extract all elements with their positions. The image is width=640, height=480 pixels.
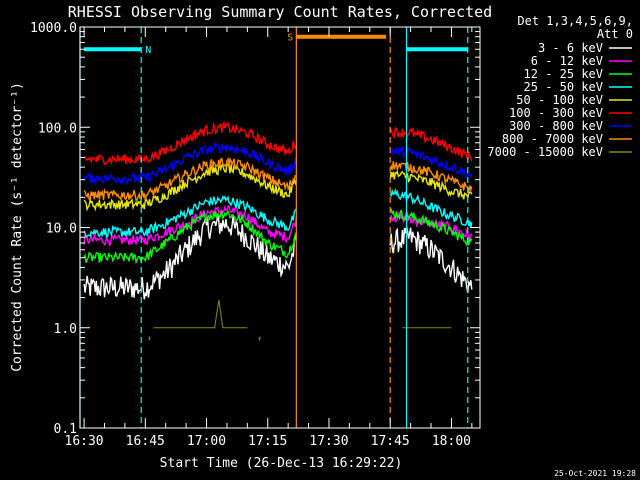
legend-entry-label: 3 - 6 keV <box>538 41 603 55</box>
flag-label: S <box>287 33 293 44</box>
legend-entry-label: 12 - 25 keV <box>524 67 603 81</box>
series-line <box>84 120 297 166</box>
series-3 <box>83 208 473 265</box>
x-tick-label: 18:00 <box>432 434 471 449</box>
flag-label: N <box>145 45 151 56</box>
series-4 <box>83 187 473 239</box>
y-tick-label: 100.0 <box>38 121 77 136</box>
series-line <box>389 126 473 162</box>
legend-entry-label: 300 - 800 keV <box>509 119 603 133</box>
series-6 <box>84 120 473 166</box>
series-9 <box>148 299 452 341</box>
series-line <box>83 162 297 212</box>
plot-area: N S 0.1 1.0 10.0 100.0 1000.0 16:30 16:45 17:00 17… <box>30 21 481 449</box>
series-line <box>389 226 473 294</box>
series-line <box>83 210 297 265</box>
series-8 <box>83 156 473 202</box>
x-tick-label: 17:15 <box>248 434 287 449</box>
legend-entry-label: 6 - 12 keV <box>531 54 603 68</box>
timestamp: 25-Oct-2021 19:28 <box>554 469 636 478</box>
legend-title-line-2: Att 0 <box>597 27 633 41</box>
legend-entry-label: 800 - 7000 keV <box>502 132 603 146</box>
series-1 <box>83 215 473 300</box>
x-tick-label: 16:30 <box>65 434 104 449</box>
series-line <box>83 204 297 247</box>
x-axis-label: Start Time (26-Dec-13 16:29:22) <box>160 456 403 471</box>
y-tick-label: 10.0 <box>46 222 77 237</box>
legend-entry-label: 50 - 100 keV <box>516 93 603 107</box>
x-tick-label: 17:00 <box>187 434 226 449</box>
x-tick-label: 17:45 <box>371 434 410 449</box>
series-line <box>153 299 248 329</box>
y-tick-label: 0.1 <box>54 422 77 437</box>
x-tick-label: 17:30 <box>309 434 348 449</box>
series-line <box>389 208 473 248</box>
series-line <box>389 161 473 193</box>
series-7 <box>83 141 473 186</box>
legend-title-line-1: Det 1,3,4,5,6,9, <box>517 14 633 28</box>
legend-entry-label: 25 - 50 keV <box>524 80 603 94</box>
legend-entry-label: 100 - 300 keV <box>509 106 603 120</box>
series-line <box>83 215 297 300</box>
y-tick-label: 1000.0 <box>30 21 77 36</box>
series-line <box>389 145 473 180</box>
x-tick-label: 16:45 <box>126 434 165 449</box>
series-line <box>389 169 473 200</box>
legend-entry-label: 7000 - 15000 keV <box>487 145 603 159</box>
series-line <box>83 194 297 239</box>
y-tick-label: 1.0 <box>54 322 77 337</box>
chart-title: RHESSI Observing Summary Count Rates, Co… <box>68 3 492 21</box>
series-line <box>83 141 297 186</box>
series-line <box>389 187 473 228</box>
series-5 <box>83 162 473 212</box>
y-axis-label: Corrected Count Rate (s⁻¹ detector⁻¹) <box>10 82 25 372</box>
series-line <box>83 156 297 202</box>
